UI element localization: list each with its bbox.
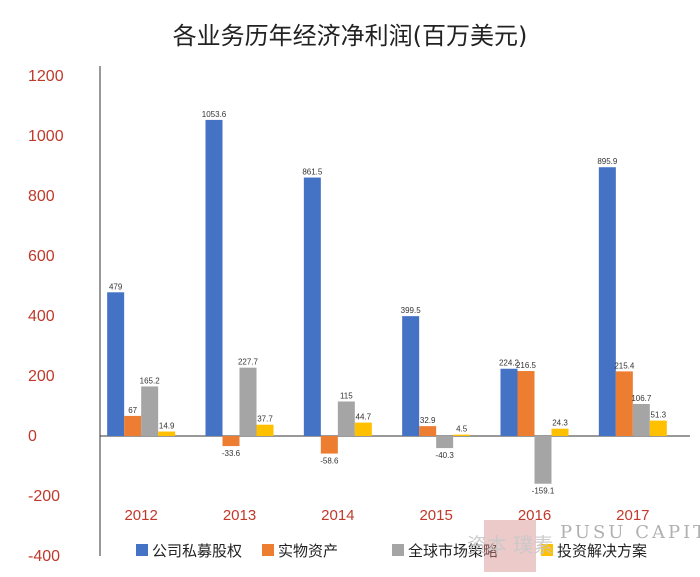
legend-label: 投资解决方案: [557, 542, 647, 560]
bar: [158, 431, 176, 436]
y-tick-label: 1200: [28, 68, 64, 85]
bar: [436, 436, 454, 449]
legend-swatch: [392, 544, 404, 556]
data-label: 1053.6: [202, 110, 227, 119]
y-tick-label: 0: [28, 428, 37, 445]
data-label: 399.5: [401, 306, 422, 315]
legend-label: 公司私募股权: [152, 542, 242, 560]
data-label: 24.3: [552, 419, 568, 428]
x-tick-label: 2012: [124, 507, 157, 524]
data-label: 37.7: [257, 415, 273, 424]
x-tick-label: 2013: [223, 507, 256, 524]
legend-label: 实物资产: [278, 542, 338, 560]
bar: [107, 292, 125, 436]
bar: [551, 428, 569, 436]
bar: [402, 316, 420, 436]
data-label: 895.9: [597, 157, 618, 166]
data-label: 115: [340, 392, 353, 401]
watermark-seal: [484, 520, 536, 572]
data-label: 51.3: [651, 411, 667, 420]
bar: [354, 422, 372, 436]
data-label: 67: [128, 406, 137, 415]
y-tick-label: 1000: [28, 128, 64, 145]
y-tick-label: 400: [28, 308, 55, 325]
bar: [517, 371, 535, 436]
y-tick-label: 800: [28, 188, 55, 205]
data-label: 861.5: [302, 168, 323, 177]
x-tick-label: 2017: [616, 507, 649, 524]
data-label: 479: [109, 282, 123, 291]
legend: 公司私募股权 实物资产 全球市场策略 投资解决方案: [136, 542, 647, 560]
bar: [303, 177, 321, 437]
data-label: -40.3: [436, 451, 455, 460]
bar: [453, 434, 471, 436]
data-label: 106.7: [631, 394, 652, 403]
data-label: 14.9: [159, 422, 175, 431]
x-axis: 2012 2013 2014 2015 2016 2017: [124, 507, 649, 524]
y-tick-label: -200: [28, 488, 60, 505]
bars: 479 67 165.2 14.9 1053.6 -33.6 227.7 37.7 861.5 -…: [107, 110, 667, 496]
data-label: 32.9: [420, 416, 436, 425]
data-label: 165.2: [140, 376, 161, 385]
data-label: 44.7: [356, 413, 372, 422]
legend-swatch: [136, 544, 148, 556]
bar: [320, 436, 338, 454]
bar: [598, 167, 616, 437]
y-tick-label: 200: [28, 368, 55, 385]
bar: [615, 371, 633, 436]
data-label: -159.1: [532, 487, 555, 496]
data-label: 4.5: [456, 425, 468, 434]
x-tick-label: 2015: [419, 507, 452, 524]
bar: [534, 436, 552, 484]
chart-title: 各业务历年经济净利润(百万美元): [173, 22, 528, 50]
data-label: 216.5: [516, 361, 537, 370]
x-tick-label: 2014: [321, 507, 354, 524]
data-label: 227.7: [238, 358, 259, 367]
data-label: -58.6: [320, 457, 339, 466]
bar: [500, 368, 518, 436]
y-tick-label: -400: [28, 548, 60, 565]
y-tick-label: 600: [28, 248, 55, 265]
data-label: 215.4: [614, 361, 635, 370]
legend-swatch: [541, 544, 553, 556]
bar: [632, 403, 650, 436]
watermark-seal-text: 资本 璞素: [467, 533, 553, 557]
data-label: -33.6: [222, 449, 241, 458]
bar: [239, 367, 257, 436]
y-axis: -400 -200 0 200 400 600 800 1000 1200: [28, 66, 690, 565]
bar: [124, 415, 142, 436]
bar: [141, 386, 159, 436]
bar: [419, 426, 437, 436]
data-label: 224.2: [499, 359, 520, 368]
watermark-brand: PUSU CAPITAL: [560, 522, 700, 543]
bar: [222, 436, 240, 447]
bar: [256, 424, 274, 436]
bar: [337, 401, 355, 436]
legend-swatch: [262, 544, 274, 556]
legend-label: 全球市场策略: [408, 542, 498, 560]
bar: [649, 420, 667, 436]
watermark-logo: 资本 璞素 PUSU CAPITAL: [467, 520, 700, 572]
bar: [205, 119, 223, 437]
x-tick-label: 2016: [518, 507, 551, 524]
